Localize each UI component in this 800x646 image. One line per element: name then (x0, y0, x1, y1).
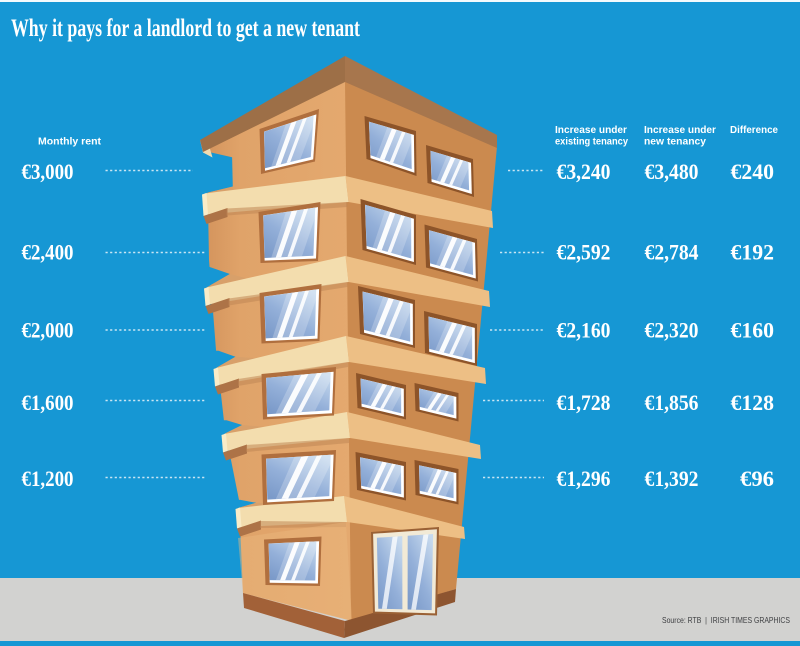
svg-text:Increase under: Increase under (644, 124, 716, 136)
svg-text:€1,600: €1,600 (22, 390, 74, 415)
svg-text:€240: €240 (731, 159, 775, 184)
svg-text:€2,320: €2,320 (645, 318, 699, 343)
svg-text:€128: €128 (731, 390, 775, 415)
svg-text:€3,480: €3,480 (645, 159, 699, 184)
svg-text:€2,400: €2,400 (22, 240, 74, 265)
svg-text:€2,784: €2,784 (645, 240, 699, 265)
svg-text:€192: €192 (731, 240, 775, 265)
svg-text:€1,392: €1,392 (645, 466, 699, 491)
svg-text:€96: €96 (740, 466, 774, 491)
svg-text:€3,240: €3,240 (557, 159, 611, 184)
svg-text:€160: €160 (731, 318, 775, 343)
svg-text:Why it pays for a landlord to: Why it pays for a landlord to get a new … (11, 15, 360, 42)
svg-text:€2,592: €2,592 (557, 240, 611, 265)
svg-text:€1,296: €1,296 (557, 466, 611, 491)
svg-text:Increase under: Increase under (555, 124, 627, 136)
svg-text:€1,200: €1,200 (22, 466, 74, 491)
svg-text:new tenancy: new tenancy (644, 136, 706, 148)
svg-text:€1,856: €1,856 (645, 390, 699, 415)
svg-text:€1,728: €1,728 (557, 390, 611, 415)
svg-text:€2,000: €2,000 (22, 318, 74, 343)
svg-text:€3,000: €3,000 (22, 159, 74, 184)
svg-text:existing tenancy: existing tenancy (555, 136, 628, 148)
svg-text:Difference: Difference (730, 124, 778, 136)
svg-text:Monthly rent: Monthly rent (38, 136, 101, 148)
svg-text:Source: RTB | IRISH TIMES GR: Source: RTB | IRISH TIMES GRAPHICS (662, 615, 790, 625)
svg-text:€2,160: €2,160 (557, 318, 611, 343)
